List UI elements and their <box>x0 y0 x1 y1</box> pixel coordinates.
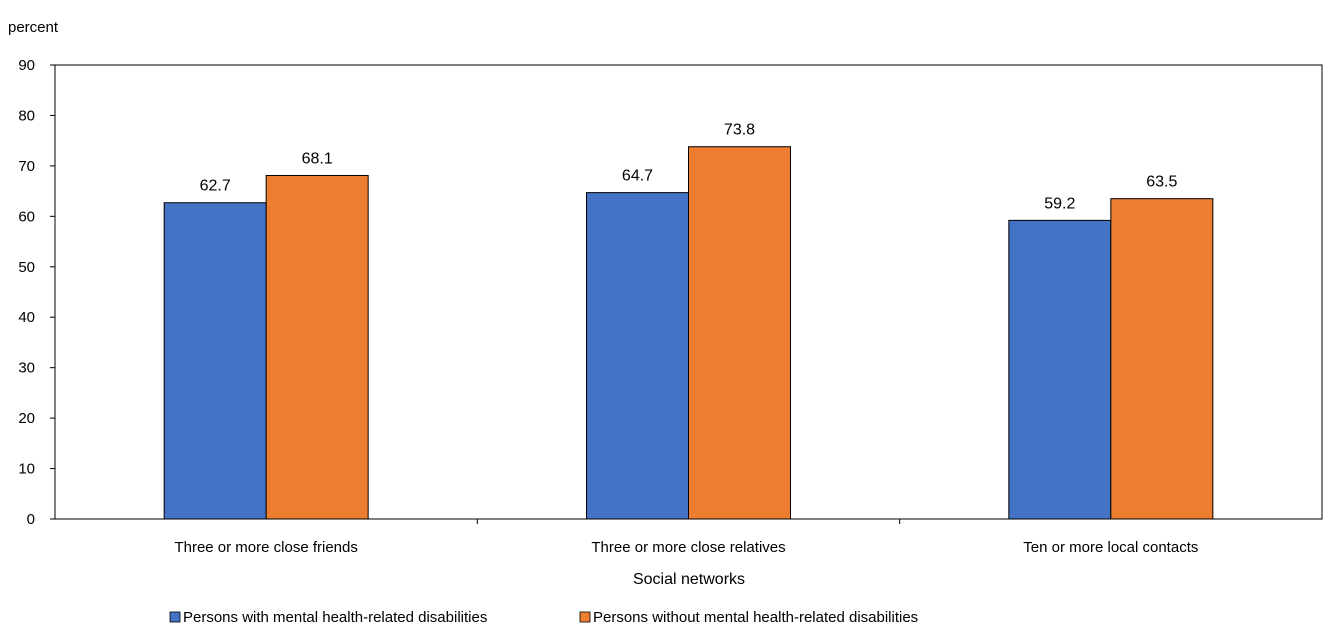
bars <box>163 146 1214 520</box>
y-tick-label: 40 <box>18 309 35 326</box>
x-tick-label: Ten or more local contacts <box>1023 539 1198 556</box>
bar-value-label: 73.8 <box>724 122 755 139</box>
data-labels: 62.7 68.1 64.7 73.8 59.2 63.5 <box>200 122 1178 213</box>
y-tick-label: 80 <box>18 107 35 124</box>
y-tick-label: 90 <box>18 57 35 74</box>
y-tick-label: 60 <box>18 208 35 225</box>
y-tick-label: 0 <box>27 511 35 528</box>
bar <box>163 202 267 520</box>
bar-value-label: 64.7 <box>622 168 653 185</box>
y-tick-label: 50 <box>18 259 35 276</box>
bar <box>1008 219 1112 520</box>
legend-item: Persons without mental health-related di… <box>579 609 918 626</box>
y-tick-label: 20 <box>18 410 35 427</box>
x-tick-label: Three or more close friends <box>174 539 357 556</box>
legend-label: Persons with mental health-related disab… <box>183 609 487 626</box>
legend-swatch <box>169 611 181 623</box>
legend-swatch <box>579 611 591 623</box>
bar-value-label: 59.2 <box>1044 195 1075 212</box>
x-axis: Three or more close friends Three or more… <box>174 519 1198 556</box>
bar <box>688 146 791 520</box>
bar-value-label: 68.1 <box>302 150 333 167</box>
bar <box>586 192 689 520</box>
y-axis-title: percent <box>8 19 59 36</box>
bar <box>265 174 369 520</box>
bar-value-label: 63.5 <box>1146 174 1177 191</box>
bar-value-label: 62.7 <box>200 178 231 195</box>
x-axis-title: Social networks <box>633 571 745 588</box>
legend: Persons with mental health-related disab… <box>169 609 918 626</box>
legend-item: Persons with mental health-related disab… <box>169 609 487 626</box>
y-axis: 0 10 20 30 40 50 60 70 80 90 <box>18 57 55 528</box>
bar <box>1110 198 1214 520</box>
y-tick-label: 70 <box>18 158 35 175</box>
legend-label: Persons without mental health-related di… <box>593 609 918 626</box>
y-tick-label: 30 <box>18 360 35 377</box>
y-tick-label: 10 <box>18 461 35 478</box>
x-tick-label: Three or more close relatives <box>591 539 785 556</box>
